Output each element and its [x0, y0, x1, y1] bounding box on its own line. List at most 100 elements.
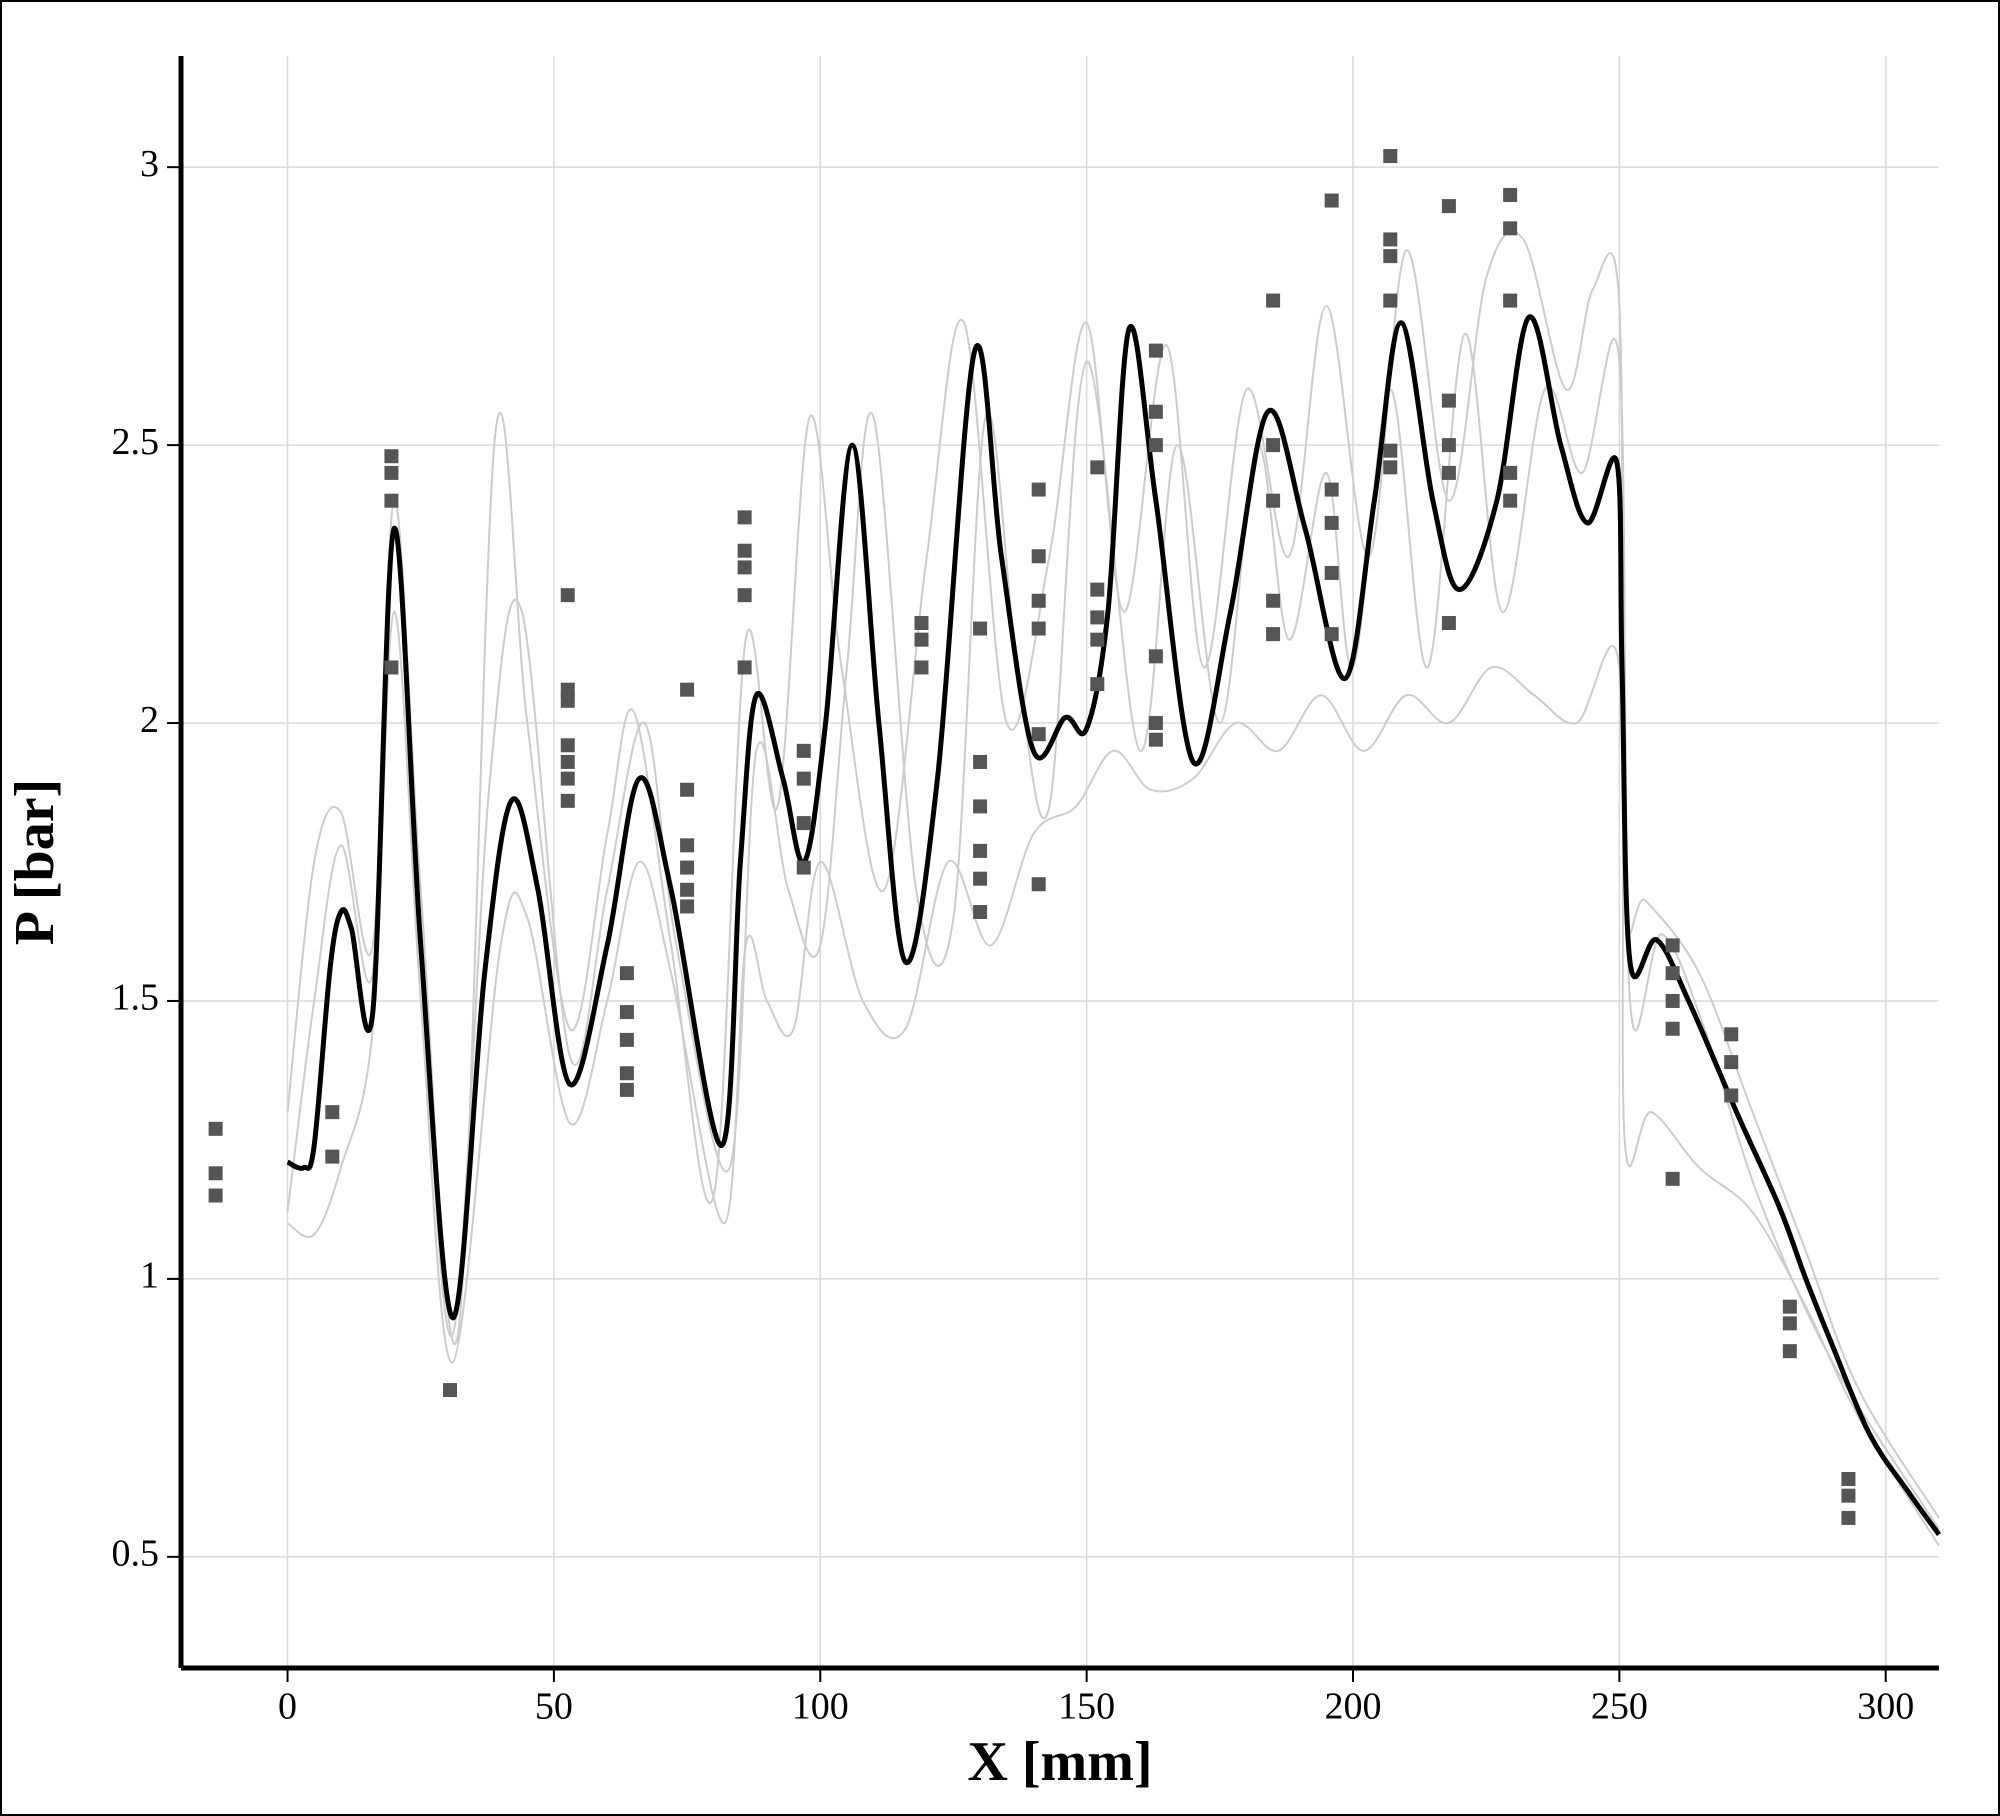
- data-point: [1031, 482, 1046, 497]
- data-point: [1503, 493, 1518, 508]
- data-point: [1383, 293, 1398, 308]
- data-point: [680, 782, 695, 797]
- data-point: [680, 860, 695, 875]
- data-point: [1031, 621, 1046, 636]
- data-point: [973, 621, 988, 636]
- data-point: [1383, 249, 1398, 264]
- data-point: [914, 660, 929, 675]
- data-point: [1031, 727, 1046, 742]
- data-point: [1324, 627, 1339, 642]
- data-point: [973, 843, 988, 858]
- data-point: [1324, 193, 1339, 208]
- data-point: [619, 1066, 634, 1081]
- data-point: [1665, 1171, 1680, 1186]
- data-point: [1441, 465, 1456, 480]
- ensemble-line: [286, 332, 1940, 1530]
- data-point: [443, 1383, 458, 1398]
- y-axis-title: P [bar]: [4, 779, 66, 945]
- data-point: [680, 899, 695, 914]
- data-point: [1090, 610, 1105, 625]
- data-point: [1324, 565, 1339, 580]
- data-point: [1148, 716, 1163, 731]
- data-point: [384, 493, 399, 508]
- x-tick-label: 300: [1857, 1686, 1914, 1728]
- data-point: [384, 465, 399, 480]
- plot-area: [208, 149, 1942, 1547]
- data-point: [1031, 593, 1046, 608]
- data-point: [1665, 966, 1680, 981]
- x-axis-title: X [mm]: [967, 1731, 1152, 1793]
- data-point: [325, 1149, 340, 1164]
- x-tick-label: 100: [792, 1686, 849, 1728]
- data-point: [914, 632, 929, 647]
- y-tick-label: 2.5: [112, 421, 160, 463]
- data-point: [1782, 1344, 1797, 1359]
- x-tick-label: 150: [1058, 1686, 1115, 1728]
- data-point: [1841, 1472, 1856, 1487]
- data-point: [619, 966, 634, 981]
- y-tick-label: 1.5: [112, 977, 160, 1019]
- data-point: [1324, 482, 1339, 497]
- data-point: [1503, 293, 1518, 308]
- data-point: [560, 771, 575, 786]
- y-tick-label: 0.5: [112, 1533, 160, 1575]
- x-tick-label: 250: [1591, 1686, 1648, 1728]
- data-point: [1090, 677, 1105, 692]
- data-point: [973, 754, 988, 769]
- data-point: [1266, 438, 1281, 453]
- data-point: [208, 1121, 223, 1136]
- x-tick-label: 200: [1325, 1686, 1382, 1728]
- data-point: [1090, 582, 1105, 597]
- data-point: [680, 838, 695, 853]
- data-point: [1782, 1299, 1797, 1314]
- data-point: [1031, 549, 1046, 564]
- data-point: [737, 588, 752, 603]
- data-point: [1665, 1021, 1680, 1036]
- data-point: [560, 793, 575, 808]
- ticks: 0 50 100 150 200 250 300 0.5 1 1.5 2 2.5 3: [112, 143, 1915, 1728]
- data-point: [560, 682, 575, 697]
- y-tick-label: 2: [140, 699, 159, 741]
- data-point: [560, 754, 575, 769]
- data-point: [1090, 460, 1105, 475]
- data-point: [1266, 593, 1281, 608]
- data-point: [680, 682, 695, 697]
- data-point: [1441, 615, 1456, 630]
- data-point: [1441, 199, 1456, 214]
- data-point: [680, 882, 695, 897]
- data-point: [560, 588, 575, 603]
- x-tick-label: 0: [278, 1686, 297, 1728]
- data-point: [1724, 1088, 1739, 1103]
- data-point: [1266, 293, 1281, 308]
- data-point: [560, 738, 575, 753]
- data-point: [1503, 465, 1518, 480]
- data-point: [1324, 515, 1339, 530]
- ensemble-line: [286, 230, 1940, 1519]
- data-point: [1841, 1510, 1856, 1525]
- x-tick-label: 50: [535, 1686, 573, 1728]
- data-point: [914, 615, 929, 630]
- y-tick-label: 3: [140, 143, 159, 185]
- data-point: [384, 449, 399, 464]
- data-point: [1724, 1027, 1739, 1042]
- data-point: [1031, 877, 1046, 892]
- data-point: [1841, 1488, 1856, 1503]
- data-point: [1383, 232, 1398, 247]
- data-point: [1148, 438, 1163, 453]
- data-point: [1503, 221, 1518, 236]
- data-point: [560, 693, 575, 708]
- data-point: [1441, 393, 1456, 408]
- data-point: [1503, 187, 1518, 202]
- data-point: [796, 816, 811, 831]
- data-point: [1148, 649, 1163, 664]
- data-point: [737, 560, 752, 575]
- data-point: [619, 1032, 634, 1047]
- data-point: [1383, 443, 1398, 458]
- data-point: [384, 660, 399, 675]
- data-point: [973, 905, 988, 920]
- data-point: [325, 1105, 340, 1120]
- data-point: [1665, 993, 1680, 1008]
- data-point: [208, 1188, 223, 1203]
